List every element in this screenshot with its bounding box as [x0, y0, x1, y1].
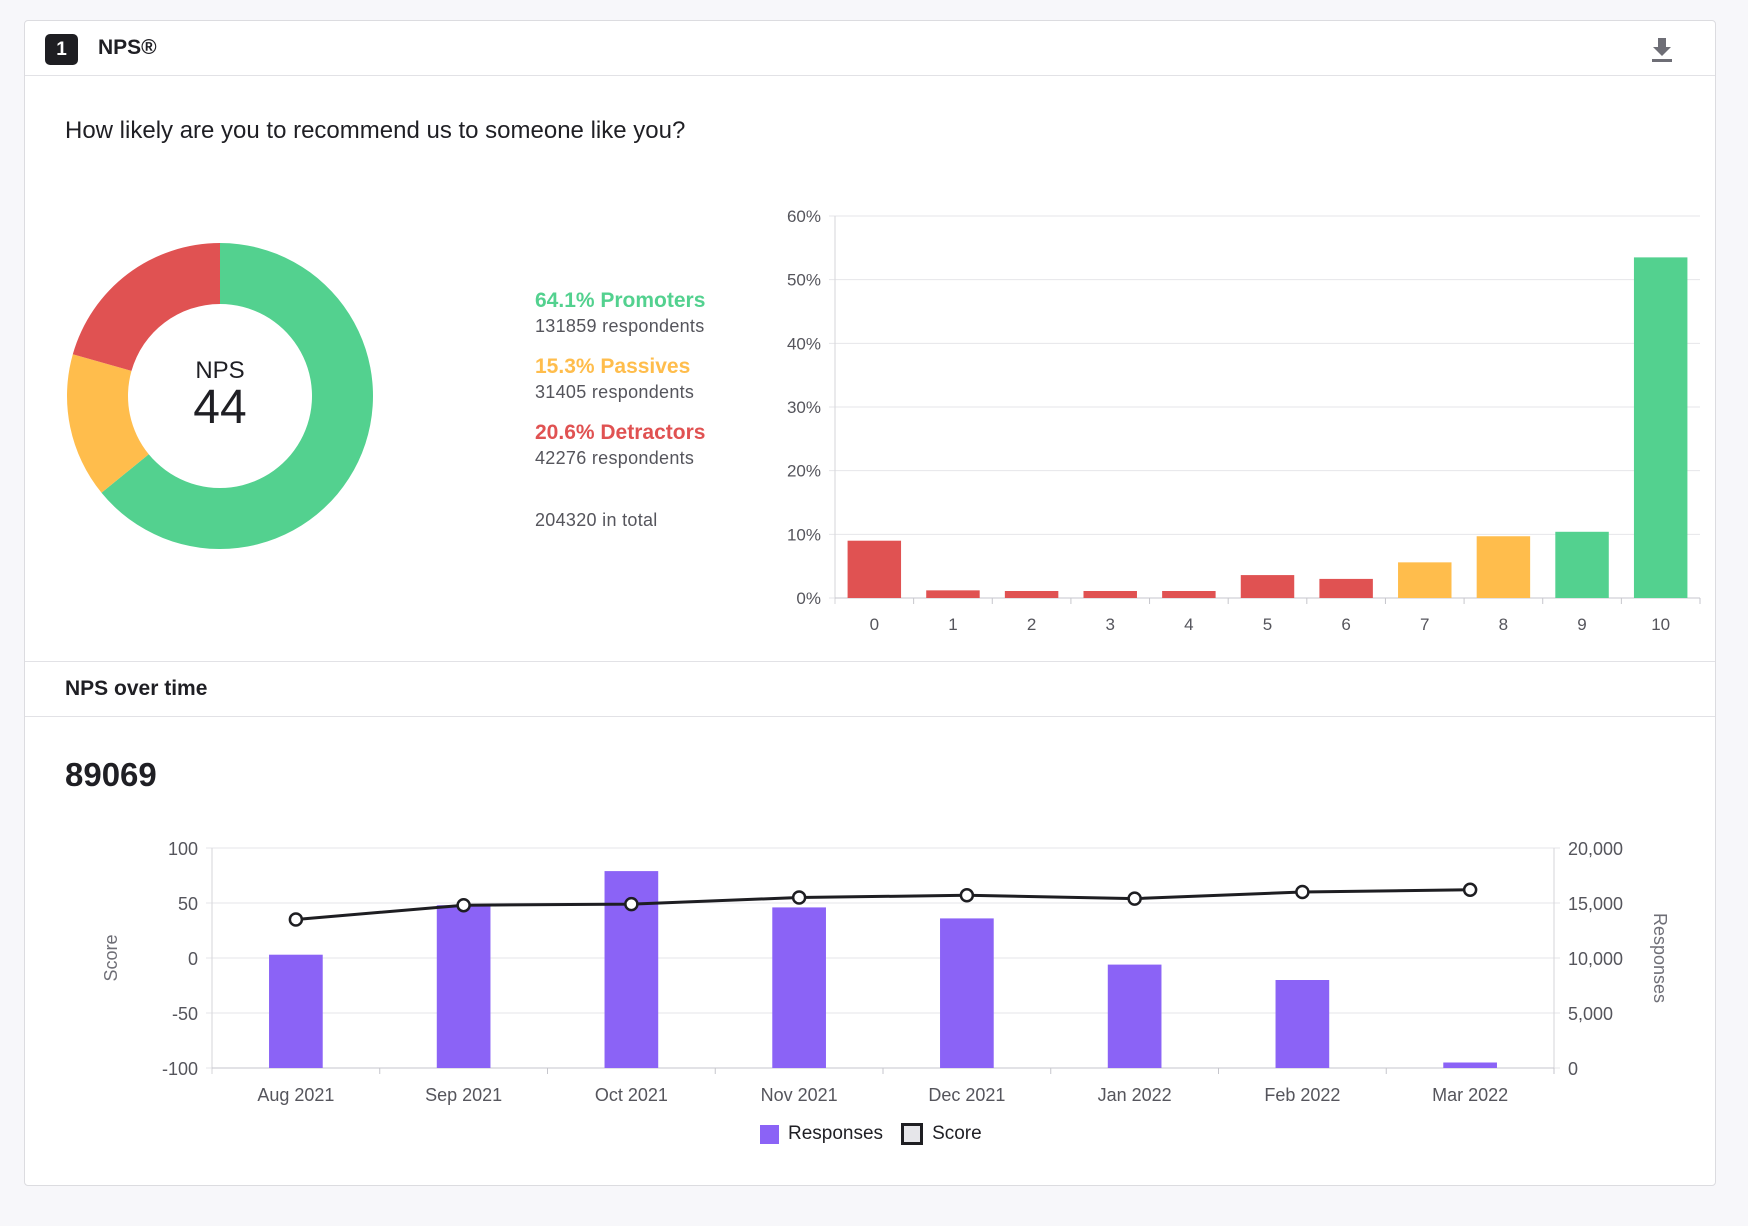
right-axis-title: Responses [1650, 913, 1670, 1003]
x-tick-label: Jan 2022 [1098, 1085, 1172, 1105]
x-tick-label: 6 [1341, 615, 1350, 634]
donut-slice-promoters[interactable] [101, 243, 373, 549]
detractors-respondents: 42276 respondents [535, 448, 695, 468]
x-tick-label: 2 [1027, 615, 1036, 634]
total-respondents: 204320 in total [535, 510, 658, 530]
right-tick-label: 0 [1568, 1059, 1578, 1079]
y-tick-label: 10% [787, 525, 821, 544]
nps-over-time-chart: 100 20,000 50 15,000 0 10,000 -50 5,000 -100 0 Sco… [101, 839, 1670, 1105]
question-number-badge: 1 [45, 34, 78, 65]
x-tick-label: 0 [870, 615, 879, 634]
x-tick-label: 3 [1105, 615, 1114, 634]
score-point[interactable] [456, 897, 471, 913]
y-tick-label: 40% [787, 334, 821, 353]
bar-score-3[interactable] [1083, 590, 1137, 598]
right-tick-label: 5,000 [1568, 1004, 1613, 1024]
y-tick-label: 0% [796, 589, 821, 608]
right-tick-label: 15,000 [1568, 894, 1623, 914]
x-tick-label: Sep 2021 [425, 1085, 502, 1105]
responses-legend-swatch[interactable] [760, 1124, 779, 1144]
promoters-label: 64.1% Promoters [535, 289, 706, 312]
score-legend-label[interactable]: Score [932, 1123, 982, 1144]
total-responses-number: 89069 [65, 756, 157, 793]
score-point[interactable] [1127, 891, 1142, 906]
card-title: NPS® [98, 36, 157, 59]
y-tick-label: 30% [787, 398, 821, 417]
score-legend-swatch[interactable] [901, 1123, 924, 1145]
over-time-legend: Responses Score [760, 1123, 982, 1145]
donut-slice-passives[interactable] [67, 354, 149, 493]
left-tick-label: -50 [172, 1004, 198, 1024]
x-tick-label: Dec 2021 [928, 1085, 1005, 1105]
score-line [295, 888, 1471, 921]
left-tick-label: -100 [162, 1059, 198, 1079]
y-tick-label: 50% [787, 271, 821, 290]
left-axis-title: Score [101, 934, 121, 981]
bar-score-10[interactable] [1633, 257, 1688, 598]
card-header: 1 NPS® [25, 21, 1715, 76]
score-point[interactable] [1462, 882, 1478, 898]
left-tick-label: 100 [168, 839, 198, 859]
y-tick-label: 60% [787, 207, 821, 226]
score-point[interactable] [959, 888, 975, 903]
x-tick-label: 1 [948, 615, 957, 634]
section-title: NPS over time [65, 677, 208, 700]
bar-score-7[interactable] [1398, 562, 1452, 598]
x-tick-label: Mar 2022 [1432, 1085, 1508, 1105]
promoters-legend: 64.1% Promoters 131859 respondents [535, 289, 705, 337]
detractors-legend: 20.6% Detractors 42276 respondents [535, 421, 705, 469]
promoters-respondents: 131859 respondents [535, 316, 705, 336]
score-distribution-chart: 0% 10% 20% 30% 40% 50% 60% 0 1 2 3 4 5 6 7 8 9 10 [787, 207, 1701, 634]
x-tick-label: 7 [1420, 615, 1429, 634]
score-point[interactable] [624, 896, 639, 912]
passives-respondents: 31405 respondents [535, 382, 695, 402]
x-tick-label: 4 [1184, 615, 1193, 634]
responses-bar[interactable] [1443, 1062, 1497, 1069]
right-tick-label: 10,000 [1568, 949, 1623, 969]
left-tick-label: 50 [178, 894, 198, 914]
x-tick-label: 10 [1651, 615, 1670, 634]
bar-score-9[interactable] [1555, 531, 1609, 598]
responses-legend-label[interactable]: Responses [788, 1123, 884, 1144]
nps-donut: NPS 44 [65, 241, 375, 551]
bar-score-8[interactable] [1476, 536, 1531, 598]
score-point[interactable] [288, 912, 304, 927]
donut-chart [67, 243, 373, 549]
x-tick-label: Aug 2021 [257, 1085, 334, 1105]
x-tick-label: 8 [1499, 615, 1508, 634]
score-point[interactable] [791, 890, 807, 905]
responses-bar[interactable] [1107, 964, 1162, 1068]
x-tick-label: 9 [1577, 615, 1586, 634]
responses-bar[interactable] [772, 907, 826, 1068]
x-tick-label: Oct 2021 [595, 1085, 668, 1105]
passives-legend: 15.3% Passives 31405 respondents [535, 355, 694, 403]
left-tick-label: 0 [188, 949, 198, 969]
score-point[interactable] [1295, 884, 1310, 900]
responses-bar[interactable] [436, 905, 491, 1068]
passives-label: 15.3% Passives [535, 355, 691, 378]
donut-slice-detractors[interactable] [72, 243, 220, 371]
detractors-label: 20.6% Detractors [535, 421, 706, 444]
bar-score-5[interactable] [1240, 575, 1295, 598]
x-tick-label: Nov 2021 [761, 1085, 838, 1105]
responses-bar[interactable] [940, 918, 994, 1068]
right-tick-label: 20,000 [1568, 839, 1623, 859]
bar-score-6[interactable] [1319, 578, 1373, 598]
bar-score-0[interactable] [847, 540, 902, 598]
y-tick-label: 20% [787, 462, 821, 481]
x-tick-label: 5 [1263, 615, 1272, 634]
responses-bar[interactable] [269, 954, 323, 1068]
download-icon[interactable] [1649, 35, 1675, 63]
bar-score-2[interactable] [1004, 590, 1059, 598]
responses-bar[interactable] [1275, 980, 1330, 1068]
x-tick-label: Feb 2022 [1264, 1085, 1340, 1105]
bar-score-4[interactable] [1162, 590, 1216, 598]
bar-score-1[interactable] [926, 590, 980, 598]
nps-over-time-header: NPS over time [25, 661, 1715, 717]
nps-card: 1 NPS® How likely are you to recommend u… [24, 20, 1716, 1186]
question-text: How likely are you to recommend us to so… [65, 117, 686, 144]
